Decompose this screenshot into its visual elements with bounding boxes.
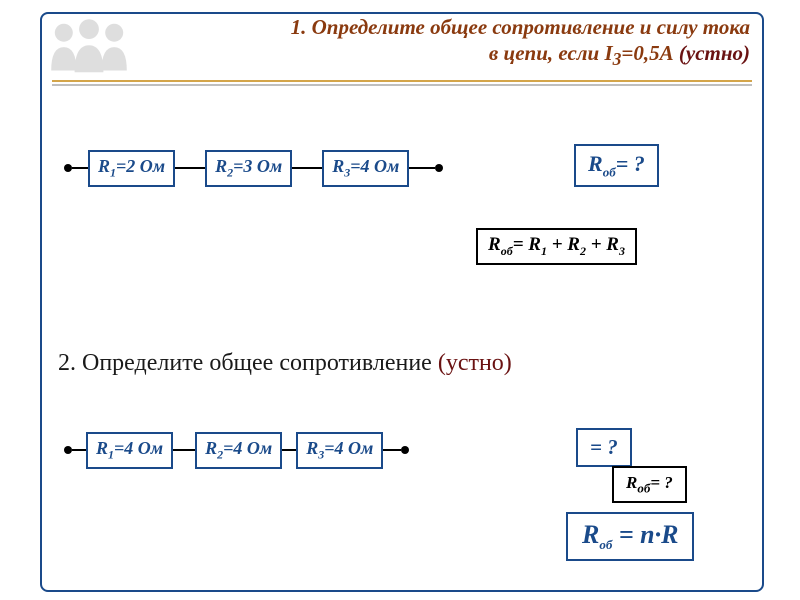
r-label: R [98,156,110,176]
title-oral: (устно) [679,41,750,65]
circuit-node [64,164,72,172]
resistor-r2-b: R2=4 Ом [195,432,282,469]
divider-gold [52,80,752,82]
f-s: 3 [619,244,625,258]
r-label: R [588,151,603,176]
r-label: R [96,438,108,458]
circuit-wire [282,449,296,451]
r-val: =4 Ом [324,438,373,458]
circuit-wire [72,167,88,169]
p2-oral: (устно) [438,350,512,376]
answer-rob-small: Rоб= ? [612,466,687,503]
circuit-wire [72,449,86,451]
f-t: R [528,234,541,255]
answer-rob-1: Rоб= ? [574,144,659,187]
p2-text: 2. Определите общее сопротивление [58,350,438,376]
resistor-r1-b: R1=4 Ом [86,432,173,469]
circuit-node [401,446,409,454]
r-val: =4 Ом [223,438,272,458]
f-p: + [547,234,567,255]
r-val: = n·R [612,520,678,549]
f-p: + [586,234,606,255]
circuit-wire [409,167,435,169]
resistor-r3: R3=4 Ом [322,150,409,187]
r-val: = ? [650,473,672,492]
circuit-wire [175,167,205,169]
r-val: =4 Ом [350,156,399,176]
f-t: R [567,234,580,255]
resistor-r1: R1=2 Ом [88,150,175,187]
f-lhs-sub: об [501,244,513,258]
r-val: =4 Ом [114,438,163,458]
formula-series: Rоб= R1 + R2 + R3 [476,228,637,265]
r-val: =3 Ом [233,156,282,176]
r-label: R [626,473,637,492]
r-label: R [215,156,227,176]
circuit-2: R1=4 Ом R2=4 Ом R3=4 Ом [64,432,409,469]
eqq-text: = ? [590,435,618,459]
title-line-2-left: в цепи, если I [489,41,613,65]
r-val: = ? [616,151,645,176]
resistor-r2: R2=3 Ом [205,150,292,187]
r-label: R [306,438,318,458]
r-sub: об [599,537,612,552]
r-sub: об [637,480,650,495]
r-label: R [205,438,217,458]
title-line-1: 1. Определите общее сопротивление и силу… [291,15,750,39]
slide-frame [40,12,764,592]
r-label: R [582,520,599,549]
answer-eq-question: = ? [576,428,632,467]
circuit-node [64,446,72,454]
r-sub: об [603,164,616,179]
circuit-wire [173,449,195,451]
f-t: R [606,234,619,255]
resistor-r3-b: R3=4 Ом [296,432,383,469]
f-lhs: R [488,234,501,255]
formula-nR: Rоб = n·R [566,512,694,561]
circuit-wire [383,449,401,451]
title-line-2-right: =0,5А [621,41,678,65]
divider-gray [52,84,752,86]
circuit-wire [292,167,322,169]
r-val: =2 Ом [116,156,165,176]
problem-1-title: 1. Определите общее сопротивление и силу… [100,14,750,71]
circuit-1: R1=2 Ом R2=3 Ом R3=4 Ом [64,150,443,187]
f-eq: = [513,234,529,255]
r-label: R [332,156,344,176]
problem-2-title: 2. Определите общее сопротивление (устно… [58,350,512,377]
circuit-node [435,164,443,172]
